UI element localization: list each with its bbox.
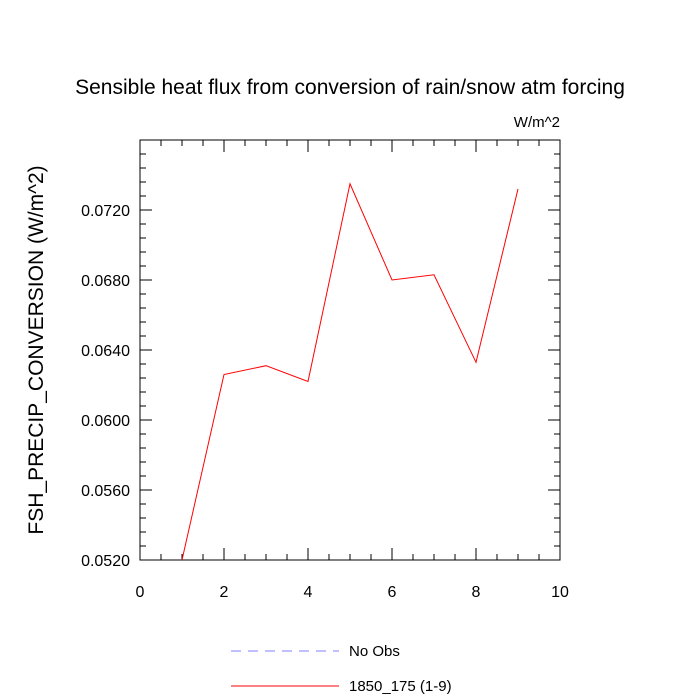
axis-ticks <box>139 139 561 561</box>
y-tick-label: 0.0640 <box>81 343 130 360</box>
y-tick-label: 0.0720 <box>81 203 130 220</box>
plot-frame <box>139 139 561 561</box>
legend-label: No Obs <box>349 643 400 660</box>
x-tick-label: 2 <box>220 584 229 601</box>
x-tick-label: 4 <box>304 584 313 601</box>
units-label: W/m^2 <box>514 114 560 131</box>
y-tick-labels: 0.0520 0.0560 0.0600 0.0640 0.0680 0.0720 <box>81 203 130 570</box>
series-lines <box>181 182 519 561</box>
x-tick-label: 6 <box>388 584 397 601</box>
y-axis-label: FSH_PRECIP_CONVERSION (W/m^2) <box>25 165 48 534</box>
x-tick-label: 10 <box>551 584 569 601</box>
series-line-1 <box>181 182 519 561</box>
x-tick-labels: 0 2 4 6 8 10 <box>136 584 569 601</box>
y-tick-label: 0.0560 <box>81 483 130 500</box>
y-tick-label: 0.0680 <box>81 273 130 290</box>
x-tick-label: 8 <box>472 584 481 601</box>
y-tick-label: 0.0600 <box>81 413 130 430</box>
legend-label: 1850_175 (1-9) <box>349 678 452 695</box>
chart-title: Sensible heat flux from conversion of ra… <box>75 76 625 99</box>
x-tick-label: 0 <box>136 584 145 601</box>
y-tick-label: 0.0520 <box>81 553 130 570</box>
legend: No Obs 1850_175 (1-9) <box>231 643 452 695</box>
